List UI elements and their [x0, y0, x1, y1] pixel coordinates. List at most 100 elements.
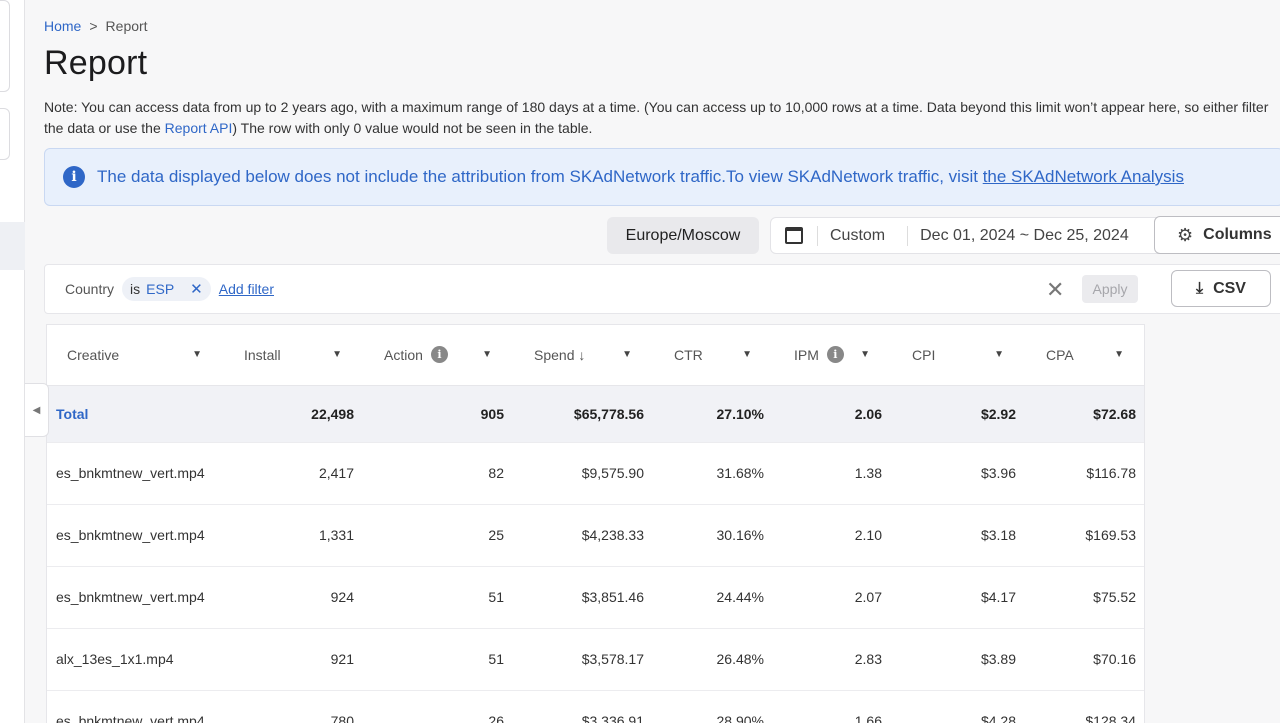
skadnetwork-analysis-link[interactable]: the SKAdNetwork Analysis	[982, 167, 1184, 186]
cell-install: 2,417	[224, 442, 364, 505]
sort-caret-icon[interactable]: ▼	[332, 349, 342, 361]
clear-filters-icon[interactable]: ✕	[1046, 277, 1065, 302]
date-mode-label[interactable]: Custom	[830, 226, 886, 244]
cell-ctr: 26.48%	[654, 628, 774, 691]
cell-install: 780	[224, 690, 364, 723]
total-spend: $65,778.56	[514, 385, 654, 443]
cell-action: 51	[364, 566, 514, 629]
sidebar-panel-top[interactable]	[0, 0, 10, 92]
banner-message: The data displayed below does not includ…	[97, 167, 983, 186]
total-cpi: $2.92	[892, 385, 1026, 443]
cell-cpi: $4.17	[892, 566, 1026, 629]
table-total-row: Total 22,498 905 $65,778.56 27.10% 2.06 …	[47, 385, 1144, 443]
cell-cpi: $3.18	[892, 504, 1026, 567]
cell-cpa: $75.52	[1026, 566, 1144, 629]
cell-action: 51	[364, 628, 514, 691]
total-cpa: $72.68	[1026, 385, 1144, 443]
filter-operator: is	[130, 281, 141, 297]
column-header-label: CTR	[674, 346, 703, 363]
cell-ipm: 2.83	[774, 628, 892, 691]
filter-bar: Country is ESP ✕ Add filter ✕ Apply	[44, 264, 1280, 314]
collapse-sidebar-button[interactable]: ◀	[25, 383, 49, 437]
sort-caret-icon[interactable]: ▼	[192, 349, 202, 361]
column-header-ctr[interactable]: CTR ▼	[654, 325, 774, 386]
cell-ctr: 24.44%	[654, 566, 774, 629]
cell-spend: $3,851.46	[514, 566, 654, 629]
cell-spend: $3,578.17	[514, 628, 654, 691]
page-title: Report	[44, 44, 148, 82]
cell-install: 921	[224, 628, 364, 691]
apply-filter-button[interactable]: Apply	[1082, 275, 1138, 303]
column-header-label: CPI	[912, 346, 936, 363]
table-row: es_bnkmtnew_vert.mp4 924 51 $3,851.46 24…	[47, 566, 1144, 629]
download-icon: ⤓	[1196, 279, 1204, 297]
filter-chip-country[interactable]: is ESP ✕	[122, 277, 211, 301]
column-header-spend[interactable]: Spend ↓ ▼	[514, 325, 654, 386]
table-row: es_bnkmtnew_vert.mp4 2,417 82 $9,575.90 …	[47, 442, 1144, 505]
column-header-label: Install	[244, 346, 281, 363]
column-header-creative[interactable]: Creative ▼	[47, 325, 224, 386]
columns-button-label: Columns	[1203, 226, 1272, 243]
sort-caret-icon[interactable]: ▼	[742, 349, 752, 361]
filter-field-label: Country	[65, 281, 115, 297]
column-header-action[interactable]: Action i ▼	[364, 325, 514, 386]
info-icon[interactable]: i	[826, 346, 844, 364]
cell-spend: $4,238.33	[514, 504, 654, 567]
cell-install: 924	[224, 566, 364, 629]
cell-cpi: $4.28	[892, 690, 1026, 723]
breadcrumb: Home > Report	[44, 18, 148, 34]
column-header-label: CPA	[1046, 346, 1074, 363]
column-header-ipm[interactable]: IPM i ▼	[774, 325, 892, 386]
chevron-left-icon: ◀	[32, 404, 41, 416]
cell-ctr: 31.68%	[654, 442, 774, 505]
date-range-picker[interactable]: Custom Dec 01, 2024 ~ Dec 25, 2024	[770, 217, 1188, 254]
cell-cpa: $128.34	[1026, 690, 1144, 723]
filter-value: ESP	[146, 281, 175, 297]
breadcrumb-home-link[interactable]: Home	[44, 18, 82, 34]
skadnetwork-info-banner: i The data displayed below does not incl…	[44, 148, 1280, 206]
csv-button-label: CSV	[1213, 279, 1246, 297]
sort-caret-icon[interactable]: ▼	[622, 349, 632, 361]
column-header-install[interactable]: Install ▼	[224, 325, 364, 386]
total-ctr: 27.10%	[654, 385, 774, 443]
date-range-value[interactable]: Dec 01, 2024 ~ Dec 25, 2024	[920, 226, 1129, 244]
add-filter-link[interactable]: Add filter	[218, 281, 274, 297]
sort-caret-icon[interactable]: ▼	[1114, 349, 1124, 361]
sort-caret-icon[interactable]: ▼	[994, 349, 1004, 361]
gear-icon: ⚙	[1177, 224, 1194, 245]
timezone-selector[interactable]: Europe/Moscow	[607, 217, 759, 254]
info-icon: i	[63, 166, 85, 188]
cell-cpa: $169.53	[1026, 504, 1144, 567]
divider	[817, 225, 818, 246]
cell-ipm: 1.66	[774, 690, 892, 723]
cell-spend: $3,336.91	[514, 690, 654, 723]
total-label: Total	[47, 385, 224, 443]
banner-text: The data displayed below does not includ…	[97, 167, 1184, 187]
column-header-label: Creative	[67, 346, 120, 363]
column-header-cpa[interactable]: CPA ▼	[1026, 325, 1144, 386]
csv-download-button[interactable]: ⤓ CSV	[1171, 270, 1271, 307]
cell-install: 1,331	[224, 504, 364, 567]
sidebar-active-item[interactable]	[0, 222, 25, 270]
report-api-link[interactable]: Report API	[164, 120, 233, 136]
cell-cpa: $70.16	[1026, 628, 1144, 691]
cell-spend: $9,575.90	[514, 442, 654, 505]
calendar-icon-wrap	[771, 227, 817, 244]
cell-action: 25	[364, 504, 514, 567]
info-icon[interactable]: i	[430, 346, 448, 364]
calendar-icon	[785, 227, 803, 244]
note-text-start: Note: You can access data from up to 2 y…	[44, 99, 1269, 136]
cell-ipm: 2.10	[774, 504, 892, 567]
table-row: alx_13es_1x1.mp4 921 51 $3,578.17 26.48%…	[47, 628, 1144, 691]
left-sidebar	[0, 0, 25, 723]
table-row: es_bnkmtnew_vert.mp4 780 26 $3,336.91 28…	[47, 690, 1144, 723]
remove-filter-icon[interactable]: ✕	[190, 281, 203, 298]
sidebar-panel-middle[interactable]	[0, 108, 10, 160]
columns-button[interactable]: ⚙ Columns	[1154, 216, 1280, 254]
column-header-label: IPM	[794, 346, 819, 363]
sort-caret-icon[interactable]: ▼	[860, 349, 870, 361]
sort-caret-icon[interactable]: ▼	[482, 349, 492, 361]
total-ipm: 2.06	[774, 385, 892, 443]
cell-creative: es_bnkmtnew_vert.mp4	[47, 442, 224, 505]
column-header-cpi[interactable]: CPI ▼	[892, 325, 1026, 386]
